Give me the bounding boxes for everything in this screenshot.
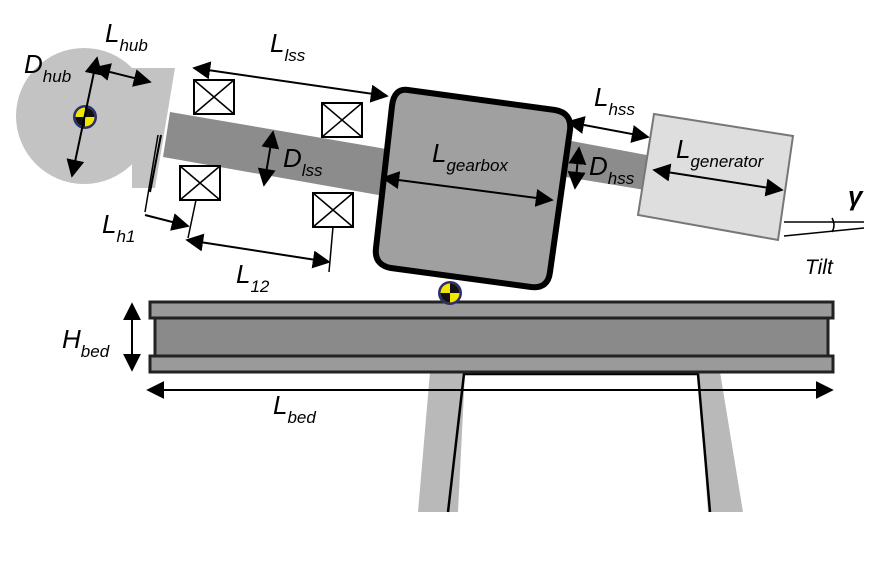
- dimension-lines: [66, 56, 834, 399]
- l-hss-arrow: [566, 116, 650, 143]
- l-12-arrow: [185, 233, 331, 269]
- bearing-1-top: [193, 79, 235, 115]
- labels: Dhub Lhub Llss Dlss Lgearbox Lhss Dhss L…: [24, 18, 864, 427]
- support-outline: [446, 372, 712, 513]
- label-l-hub: Lhub: [105, 18, 148, 55]
- bed-bottom-flange: [148, 354, 835, 374]
- label-l-12: L12: [236, 259, 270, 296]
- bed-supports: [418, 372, 743, 513]
- d-lss-arrow: [257, 130, 280, 187]
- label-l-generator: Lgenerator: [676, 134, 765, 171]
- bearing-1-bottom: [179, 165, 221, 201]
- bearing-2-top: [321, 102, 363, 138]
- label-gamma: γ: [848, 181, 864, 211]
- label-l-bed: Lbed: [273, 390, 316, 427]
- d-hss-arrow: [567, 146, 587, 190]
- hub-flange: [132, 68, 175, 188]
- bed-top-flange: [148, 300, 835, 320]
- gearbox: [372, 86, 574, 291]
- l-gearbox-arrow: [381, 171, 554, 207]
- bedplate: [148, 300, 835, 374]
- support-leg-left: [418, 372, 465, 512]
- hub-flange-edge: [149, 134, 162, 193]
- label-l-h1: Lh1: [102, 209, 135, 246]
- label-l-lss: Llss: [270, 28, 306, 65]
- label-l-hss: Lhss: [594, 82, 635, 119]
- bed-web: [153, 316, 830, 358]
- l-generator-arrow: [652, 163, 784, 197]
- label-tilt: Tilt: [805, 256, 834, 279]
- label-d-lss: Dlss: [283, 143, 323, 180]
- label-l-gearbox: Lgearbox: [432, 138, 508, 175]
- generator: [636, 112, 795, 242]
- tilt-axis-line: [783, 227, 865, 237]
- l-h1-arrow: [144, 213, 190, 231]
- label-d-hub: Dhub: [24, 49, 71, 86]
- tilt-angle-arc: [831, 217, 835, 233]
- bearing-2-bottom: [312, 192, 354, 228]
- label-d-hss: Dhss: [589, 151, 635, 188]
- extension-lines: [144, 134, 334, 273]
- l-hub-arrow: [92, 63, 152, 87]
- gearbox-cg-marker: [438, 281, 462, 305]
- label-h-bed: Hbed: [62, 324, 110, 361]
- support-leg-right: [698, 372, 743, 512]
- tilt-angle-indicator: [783, 217, 865, 237]
- l-lss-arrow: [192, 61, 389, 103]
